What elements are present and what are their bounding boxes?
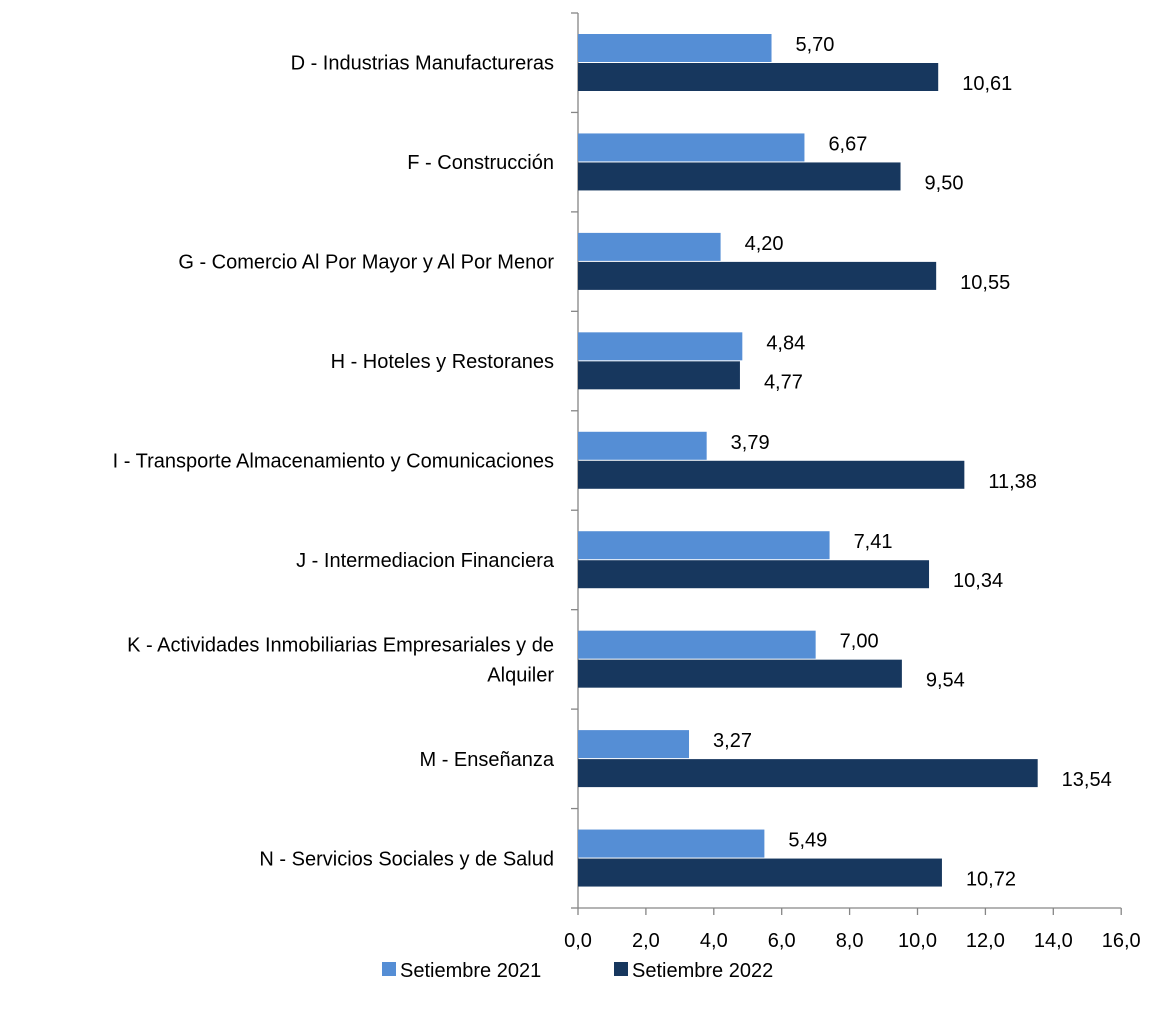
bar-2 (578, 460, 965, 489)
bar-1 (578, 232, 721, 261)
value-label: 10,61 (962, 73, 1012, 95)
value-label: 3,27 (713, 730, 752, 752)
bar-2 (578, 162, 901, 191)
value-label: 9,54 (926, 670, 965, 692)
x-tick-label: 16,0 (1102, 930, 1141, 952)
value-label: 5,70 (796, 34, 835, 56)
x-tick-label: 0,0 (564, 930, 592, 952)
value-label: 4,20 (745, 233, 784, 255)
bar-1 (578, 630, 816, 659)
value-label: 4,84 (766, 332, 805, 354)
category-label: I - Transporte Almacenamiento y Comunica… (113, 451, 554, 473)
category-label: H - Hoteles y Restoranes (331, 351, 554, 373)
value-label: 6,67 (828, 133, 867, 155)
category-label: J - Intermediacion Financiera (296, 550, 555, 572)
x-tick-label: 6,0 (768, 930, 796, 952)
value-labels: 5,70 10,61 6,67 9,50 4,20 10,55 4,84 4,77 3,79 11… (713, 34, 1112, 891)
bar-2 (578, 659, 902, 688)
x-tick-label: 8,0 (836, 930, 864, 952)
bar-1 (578, 730, 690, 759)
bar-1 (578, 133, 805, 162)
bar-1 (578, 34, 772, 62)
bar-1 (578, 431, 707, 460)
x-tick-label: 10,0 (898, 930, 937, 952)
category-label: D - Industrias Manufactureras (291, 53, 554, 75)
x-tick-label: 2,0 (632, 930, 660, 952)
category-label: K - Actividades Inmobiliarias Empresaria… (127, 634, 554, 656)
value-label: 3,79 (731, 432, 770, 454)
value-label: 4,77 (764, 371, 803, 393)
legend: Setiembre 2021 Setiembre 2022 (382, 960, 773, 982)
bar-2 (578, 261, 937, 290)
value-label: 10,55 (960, 272, 1010, 294)
bar-2 (578, 63, 939, 91)
value-label: 10,72 (966, 869, 1016, 891)
value-label: 11,38 (988, 471, 1037, 493)
legend-label: Setiembre 2022 (632, 960, 773, 982)
value-label: 7,00 (840, 631, 879, 653)
value-label: 5,49 (788, 830, 827, 852)
category-labels: D - Industrias Manufactureras F - Constru… (113, 53, 555, 871)
category-label: M - Enseñanza (419, 749, 554, 771)
legend-swatch (382, 962, 396, 976)
chart-axes: 0,0 2,0 4,0 6,0 8,0 10,0 12,0 14,0 16,0 (564, 12, 1141, 952)
x-tick-label: 12,0 (966, 930, 1005, 952)
category-label: N - Servicios Sociales y de Salud (259, 848, 554, 870)
value-label: 9,50 (925, 172, 964, 194)
bar-2 (578, 361, 740, 390)
bar-1 (578, 531, 830, 560)
bar-2 (578, 759, 1038, 788)
legend-swatch (614, 962, 628, 976)
value-label: 13,54 (1062, 769, 1112, 791)
x-tick-label: 14,0 (1034, 930, 1073, 952)
category-label: Alquiler (487, 664, 554, 686)
bar-1 (578, 829, 765, 858)
bar-2 (578, 560, 930, 589)
bar-1 (578, 332, 743, 361)
category-label: G - Comercio Al Por Mayor y Al Por Menor (178, 252, 554, 274)
value-label: 10,34 (953, 570, 1003, 592)
value-label: 7,41 (854, 531, 893, 553)
bar-2 (578, 858, 942, 887)
x-tick-label: 4,0 (700, 930, 728, 952)
legend-label: Setiembre 2021 (400, 960, 541, 982)
chart-bars (578, 34, 1038, 887)
category-label: F - Construcción (407, 152, 554, 174)
